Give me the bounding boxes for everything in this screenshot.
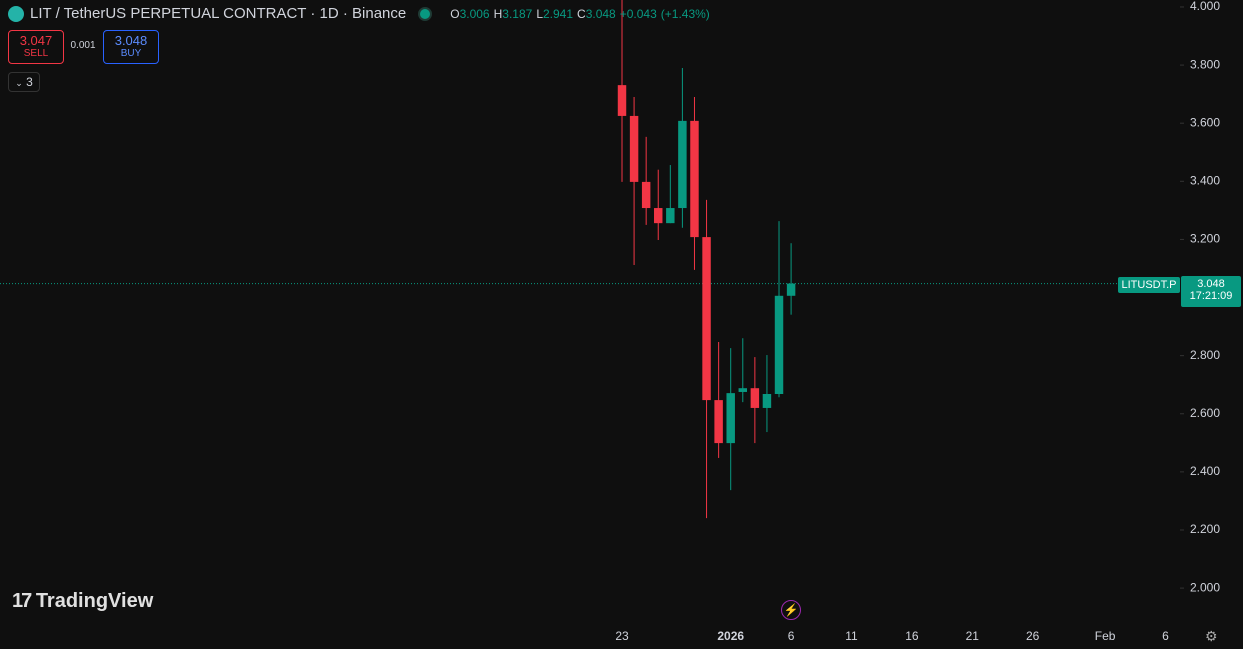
sell-label: SELL [23, 48, 49, 59]
candle-body [654, 208, 663, 224]
spread: 0.001 [70, 40, 96, 51]
logo: 17 TradingView [12, 590, 154, 612]
header: LIT / TetherUS PERPETUAL CONTRACT · 1D ·… [8, 5, 710, 22]
x-tick-label: 21 [966, 629, 980, 643]
y-tick-label: 3.600 [1190, 115, 1220, 129]
ohlc-value: 3.048 [585, 6, 616, 21]
chart-title: LIT / TetherUS PERPETUAL CONTRACT · 1D ·… [30, 5, 407, 22]
y-tick-label: 3.200 [1190, 232, 1220, 246]
candle-body [666, 208, 675, 224]
candle-body [702, 237, 711, 401]
candle-body [726, 393, 735, 444]
x-tick-label: 6 [788, 629, 795, 643]
ohlc-label: C [577, 6, 586, 21]
x-tick-label: 26 [1026, 629, 1040, 643]
change-pct: (+1.43%) [660, 6, 710, 21]
buy-button[interactable]: 3.048 BUY [103, 30, 159, 64]
ohlc-value: 3.187 [502, 6, 533, 21]
settings-icon[interactable]: ⚙ [1205, 628, 1218, 644]
candle-body [750, 388, 760, 408]
indicators-toggle[interactable]: ⌄ 3 [8, 72, 40, 92]
symbol-icon [8, 5, 24, 22]
x-tick-label: 2026 [717, 629, 744, 643]
buy-label: BUY [120, 48, 142, 59]
countdown: 17:21:09 [1189, 290, 1233, 302]
symbol-tag: LITUSDT.P [1118, 277, 1180, 293]
ohlc-label: H [493, 6, 503, 21]
sell-price: 3.047 [19, 33, 53, 48]
y-tick-label: 2.800 [1190, 348, 1220, 362]
candle-body [714, 400, 723, 444]
y-tick-label: 2.000 [1190, 580, 1220, 594]
x-tick-label: Feb [1095, 629, 1116, 643]
candle-body [762, 394, 772, 408]
x-tick-label: 11 [845, 629, 858, 643]
indicator-count: 3 [26, 75, 33, 89]
ohlc-label: O [450, 6, 460, 21]
y-tick-label: 4.000 [1190, 0, 1220, 13]
candle-body [786, 283, 796, 296]
buy-price: 3.048 [114, 33, 148, 48]
candle-body [690, 120, 699, 238]
ohlc-value: 2.941 [543, 6, 574, 21]
y-tick-label: 2.400 [1190, 464, 1220, 478]
logo-text: TradingView [35, 590, 154, 612]
event-marker[interactable]: ⚡ [781, 600, 801, 620]
candle-body [629, 115, 639, 182]
sell-button[interactable]: 3.047 SELL [8, 30, 64, 64]
candle-body [617, 85, 627, 116]
candle-body [774, 295, 784, 395]
change: +0.043 [619, 6, 657, 21]
y-tick-label: 3.800 [1190, 57, 1220, 71]
x-tick-label: 6 [1162, 629, 1169, 643]
ohlc-legend: O3.006 H3.187 L2.941 C3.048 +0.043 (+1.43%) [446, 7, 710, 21]
y-tick-label: 2.600 [1190, 406, 1220, 420]
y-tick-label: 3.400 [1190, 173, 1220, 187]
ohlc-value: 3.006 [459, 6, 490, 21]
candle-body [738, 388, 748, 392]
candle-body [641, 181, 651, 209]
price-tag: 3.048 17:21:09 [1181, 276, 1241, 307]
last-price: 3.048 [1197, 278, 1225, 290]
ohlc-label: L [536, 6, 543, 21]
x-tick-label: 16 [905, 629, 919, 643]
candle-body [678, 120, 687, 209]
status-dot [418, 6, 433, 21]
x-tick-label: 23 [615, 629, 629, 643]
y-tick-label: 2.200 [1190, 522, 1220, 536]
